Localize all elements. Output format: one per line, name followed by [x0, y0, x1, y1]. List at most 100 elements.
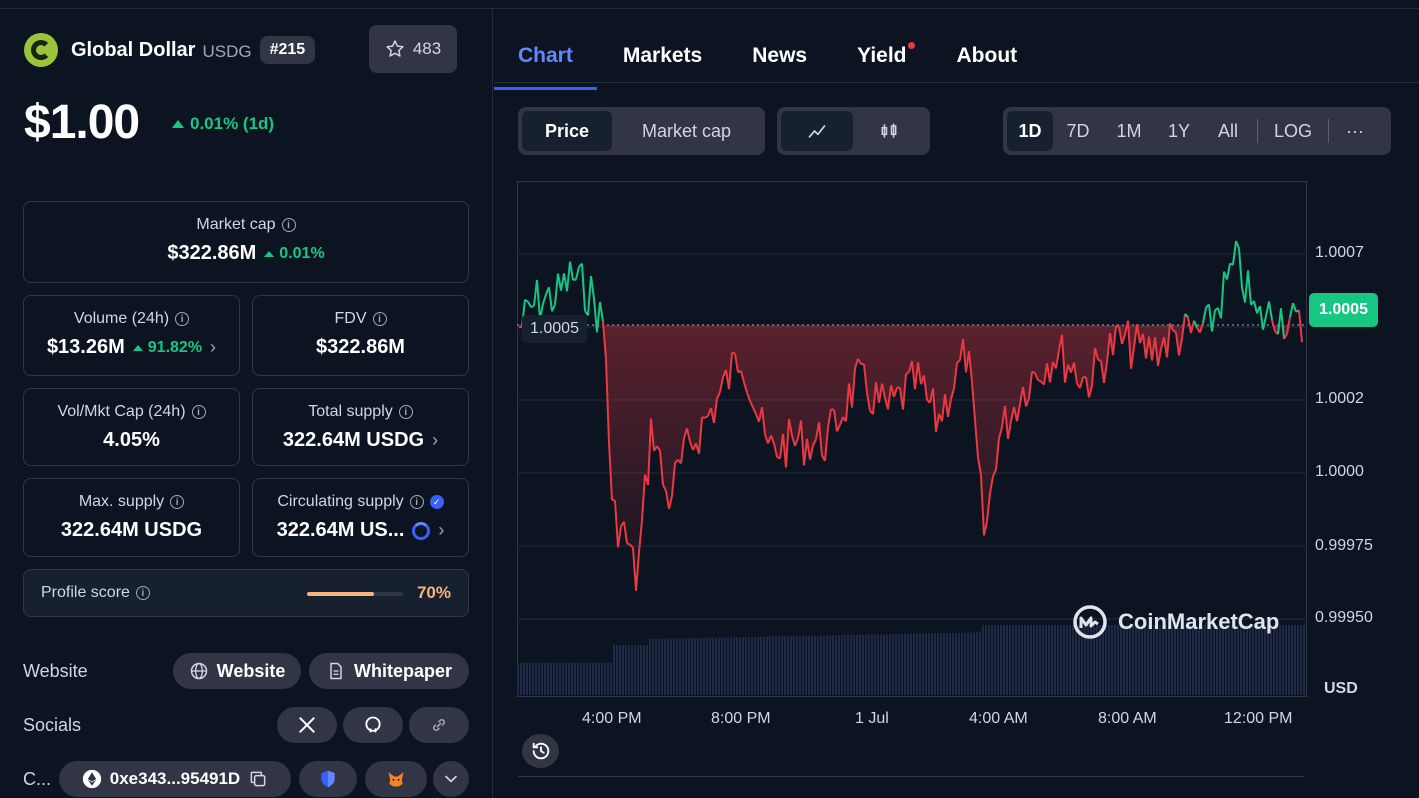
candlestick-chart-button[interactable]	[853, 111, 925, 151]
whitepaper-button-label: Whitepaper	[353, 660, 452, 681]
price-line-segment	[878, 383, 883, 403]
price-line-segment	[857, 358, 862, 365]
tab-chart[interactable]: Chart	[494, 44, 597, 90]
price-line-segment	[740, 370, 745, 383]
volume-bar	[1222, 625, 1224, 695]
volume-bar	[589, 663, 591, 695]
chart-type-toggle	[777, 107, 930, 155]
info-icon[interactable]: i	[191, 405, 206, 419]
price-line-segment	[1187, 317, 1192, 334]
volume-bar	[586, 663, 588, 695]
contract-address-button[interactable]: 0xe343...95491D	[59, 761, 291, 797]
price-line-segment	[1166, 323, 1171, 358]
price-line-segment	[1064, 364, 1069, 383]
verified-icon: ✓	[429, 495, 444, 509]
volume-bar	[571, 663, 573, 695]
volume-bar	[634, 645, 636, 695]
volume-bar	[829, 635, 831, 695]
volume-bar	[691, 638, 693, 695]
volume-card[interactable]: Volume (24h) i $13.26M 91.82% ›	[23, 295, 240, 376]
website-button[interactable]: Website	[173, 653, 301, 689]
volume-bar	[928, 633, 930, 695]
price-line-segment	[1022, 386, 1027, 407]
volume-change: 91.82%	[147, 338, 203, 356]
price-line-segment	[983, 521, 988, 536]
circulating-supply-card[interactable]: Circulating supply i ✓ 322.64M US... ›	[252, 478, 469, 557]
volume-bar	[922, 633, 924, 695]
volume-bar	[1204, 625, 1206, 695]
info-icon[interactable]: i	[281, 218, 296, 232]
range-1m-button[interactable]: 1M	[1116, 120, 1142, 141]
price-line-segment	[851, 368, 856, 408]
coinmarketcap-logo-icon	[1073, 605, 1107, 639]
volume-bar	[652, 638, 654, 695]
volume-bar	[1207, 625, 1209, 695]
total-supply-value: 322.64M USDG	[282, 429, 425, 451]
x-social-button[interactable]	[277, 707, 337, 743]
price-line-segment	[1211, 310, 1216, 332]
price-line-segment	[866, 392, 871, 411]
price-line-segment	[719, 377, 724, 393]
history-button[interactable]	[522, 734, 559, 768]
tab-markets[interactable]: Markets	[622, 44, 703, 67]
log-scale-button[interactable]: LOG	[1273, 120, 1312, 141]
price-line-segment	[686, 428, 691, 442]
volume-bar	[1174, 625, 1176, 695]
range-navigator[interactable]	[518, 776, 1304, 798]
price-chart[interactable]	[517, 181, 1307, 697]
tab-yield[interactable]: Yield	[857, 42, 915, 80]
volume-bar	[1240, 625, 1242, 695]
up-arrow-icon	[172, 120, 184, 128]
price-line-segment	[788, 418, 793, 436]
volume-bar	[892, 634, 894, 695]
info-icon[interactable]: i	[409, 495, 424, 509]
price-line-segment	[785, 418, 790, 468]
price-line-segment	[734, 353, 739, 373]
line-chart-button[interactable]	[781, 111, 853, 151]
x-tick-label: 4:00 PM	[582, 710, 642, 727]
range-1d-button[interactable]: 1D	[1007, 111, 1053, 151]
fdv-label: FDV	[334, 310, 367, 327]
price-line-segment	[1253, 300, 1258, 314]
volume-bar	[1075, 625, 1077, 695]
volume-bar	[631, 645, 633, 695]
tab-about[interactable]: About	[956, 44, 1018, 67]
link-button[interactable]	[409, 707, 469, 743]
info-icon[interactable]: i	[175, 312, 190, 326]
security-button[interactable]	[299, 761, 357, 797]
price-line-segment	[875, 382, 880, 403]
more-options-button[interactable]: ···	[1346, 120, 1364, 141]
volume-bar	[895, 634, 897, 695]
github-button[interactable]	[343, 707, 403, 743]
market-cap-toggle-button[interactable]: Market cap	[641, 120, 732, 141]
watermark-text: CoinMarketCap	[1118, 609, 1280, 634]
volume-bar	[544, 663, 546, 695]
watchlist-button[interactable]: 483	[369, 25, 457, 73]
price-toggle-button[interactable]: Price	[522, 111, 612, 151]
info-icon[interactable]: i	[135, 586, 150, 600]
price-line-segment	[1106, 332, 1111, 363]
range-all-button[interactable]: All	[1217, 120, 1238, 141]
volume-bar	[856, 634, 858, 695]
profile-score[interactable]: Profile score i 70%	[23, 569, 469, 617]
copy-icon[interactable]	[248, 769, 268, 789]
volume-bar	[1003, 625, 1005, 695]
whitepaper-button[interactable]: Whitepaper	[309, 653, 469, 689]
volume-bar	[1057, 625, 1059, 695]
info-icon[interactable]: i	[398, 405, 413, 419]
price-line-segment	[1025, 397, 1030, 407]
volume-bar	[1279, 625, 1281, 695]
price-line-segment	[1193, 320, 1198, 329]
price-line-segment	[1247, 270, 1252, 305]
volume-bar	[760, 636, 762, 695]
info-icon[interactable]: i	[170, 495, 185, 509]
info-icon[interactable]: i	[372, 312, 387, 326]
range-1y-button[interactable]: 1Y	[1167, 120, 1191, 141]
tab-news[interactable]: News	[752, 44, 808, 67]
total-supply-card[interactable]: Total supply i 322.64M USDG ›	[252, 388, 469, 466]
expand-contracts-button[interactable]	[433, 761, 469, 797]
range-7d-button[interactable]: 7D	[1066, 120, 1090, 141]
price-line-segment	[596, 301, 601, 333]
volume-bar	[961, 632, 963, 695]
metamask-button[interactable]	[365, 761, 427, 797]
